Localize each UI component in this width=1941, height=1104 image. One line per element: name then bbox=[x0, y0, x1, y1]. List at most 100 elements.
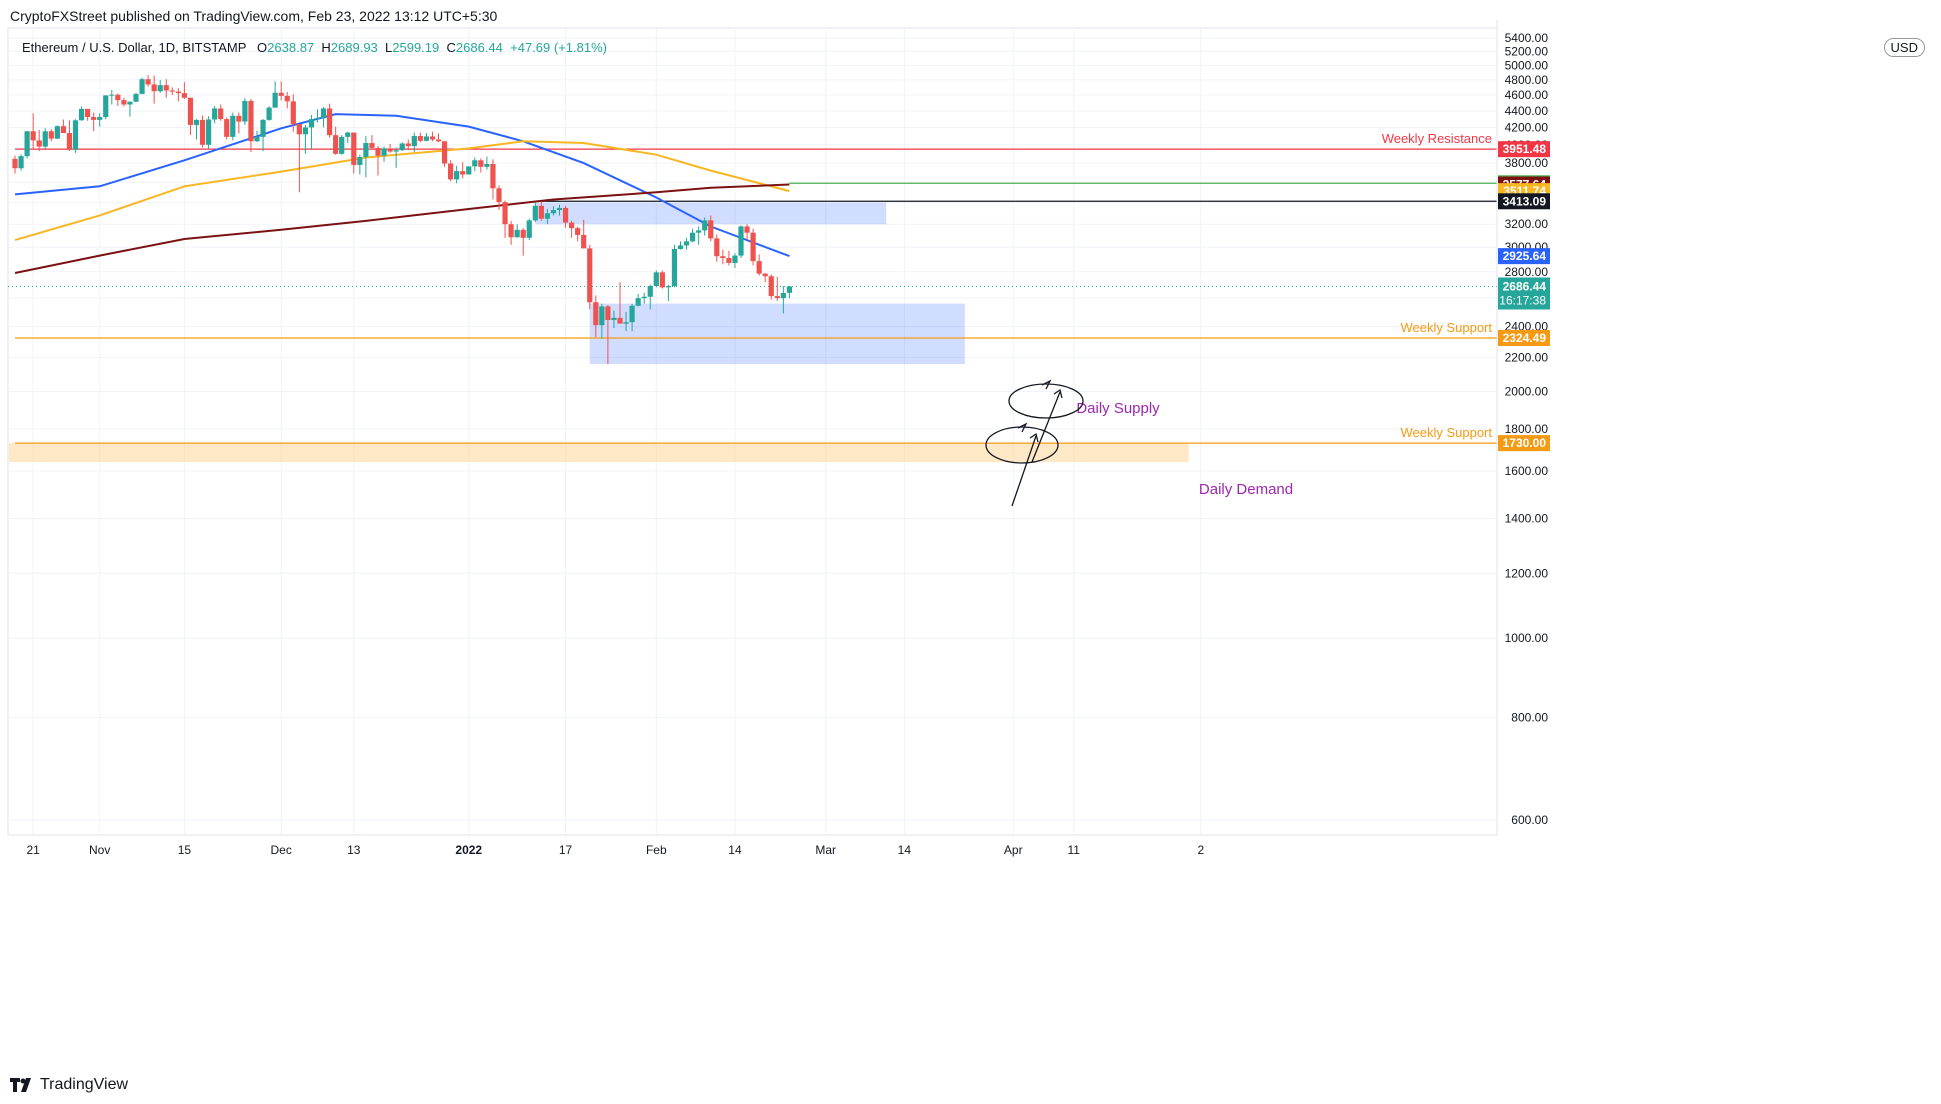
level-label-weekly_sup2: Weekly Support bbox=[1400, 425, 1492, 440]
price-badge-bg bbox=[1498, 435, 1550, 452]
candle bbox=[151, 75, 157, 104]
candle-body bbox=[302, 127, 308, 135]
candle bbox=[381, 146, 387, 162]
candle-body bbox=[36, 140, 42, 147]
projection-arrow-2 bbox=[1031, 391, 1061, 463]
candle bbox=[199, 115, 206, 148]
candle-body bbox=[48, 131, 54, 139]
candle bbox=[683, 237, 690, 250]
candle-body bbox=[514, 229, 520, 238]
candle-body bbox=[308, 119, 315, 128]
candle-body bbox=[139, 79, 145, 94]
price-badge-label: 2324.49 bbox=[1503, 331, 1547, 345]
y-tick-label: 600.00 bbox=[1511, 813, 1548, 827]
candle bbox=[399, 142, 405, 152]
candle-body bbox=[508, 224, 514, 238]
candle-body bbox=[726, 258, 732, 263]
candle bbox=[460, 162, 466, 179]
candle bbox=[333, 126, 339, 155]
y-tick-label: 5000.00 bbox=[1505, 58, 1549, 72]
target-ellipse-2 bbox=[1008, 383, 1084, 419]
candle-body bbox=[109, 94, 115, 96]
candle-body bbox=[375, 147, 381, 156]
candle bbox=[12, 155, 18, 174]
candle bbox=[508, 220, 514, 245]
candle bbox=[599, 303, 605, 339]
candle bbox=[85, 108, 91, 121]
projection-annotation bbox=[985, 379, 1084, 507]
legend-high-label: H bbox=[321, 40, 331, 55]
candle-body bbox=[532, 205, 538, 221]
candle-body bbox=[605, 306, 611, 321]
candle-body bbox=[181, 93, 187, 98]
candle bbox=[302, 124, 308, 154]
candle bbox=[496, 185, 502, 211]
candle bbox=[454, 165, 460, 184]
price-badge-bg bbox=[1498, 141, 1550, 158]
candle-body bbox=[484, 164, 490, 167]
x-tick-label: Feb bbox=[646, 843, 667, 857]
candle-body bbox=[690, 232, 696, 242]
candle-body bbox=[72, 120, 79, 150]
candle-body bbox=[744, 226, 750, 233]
candle bbox=[702, 217, 708, 236]
price-badge-bg bbox=[1498, 248, 1550, 265]
candle bbox=[54, 125, 60, 140]
candle-body bbox=[466, 166, 472, 175]
daily-demand-label: Daily Demand bbox=[1199, 481, 1293, 498]
currency-badge[interactable]: USD bbox=[1883, 38, 1925, 57]
candle bbox=[726, 250, 732, 266]
candle bbox=[375, 146, 381, 176]
candle-body bbox=[175, 91, 181, 94]
candle-body bbox=[423, 136, 429, 141]
candle bbox=[78, 106, 85, 121]
candle bbox=[478, 158, 484, 173]
candle-body bbox=[780, 292, 786, 299]
candle bbox=[363, 136, 369, 178]
plot-area bbox=[7, 27, 1498, 836]
candle bbox=[774, 276, 780, 301]
candle-body bbox=[290, 101, 296, 125]
candle-body bbox=[133, 93, 139, 102]
arrowhead-1 bbox=[1029, 432, 1039, 443]
candle bbox=[18, 154, 24, 171]
candle bbox=[181, 82, 187, 99]
candle bbox=[611, 310, 617, 329]
candle bbox=[550, 206, 557, 216]
candle-body bbox=[248, 100, 254, 142]
candle bbox=[708, 215, 714, 242]
weekly-support-zone bbox=[8, 443, 1189, 463]
candle bbox=[417, 132, 423, 143]
candle bbox=[109, 90, 115, 105]
candle bbox=[786, 286, 792, 299]
candle-body bbox=[454, 171, 460, 180]
footer-brand[interactable]: TradingView bbox=[10, 1076, 128, 1094]
candle-body bbox=[284, 95, 290, 102]
candle bbox=[242, 98, 248, 125]
legend-low-label: L bbox=[385, 40, 393, 55]
candle bbox=[744, 224, 750, 241]
candle-body bbox=[30, 131, 36, 141]
candle-body bbox=[333, 135, 339, 154]
x-tick-label: 21 bbox=[26, 843, 40, 857]
candle-body bbox=[774, 296, 780, 299]
level-label-weekly_res: Weekly Resistance bbox=[1382, 131, 1492, 146]
candle-body bbox=[320, 108, 327, 119]
candle-body bbox=[169, 90, 175, 92]
candle-body bbox=[659, 272, 665, 288]
candle-body bbox=[115, 94, 121, 101]
candle bbox=[587, 244, 593, 310]
tradingview-logo-icon bbox=[10, 1078, 31, 1092]
candle bbox=[581, 219, 587, 249]
candle bbox=[756, 254, 762, 276]
ma-maroon-line bbox=[14, 183, 790, 274]
candle bbox=[544, 208, 550, 225]
candle bbox=[677, 241, 684, 250]
y-tick-label: 4200.00 bbox=[1505, 120, 1549, 134]
candle bbox=[30, 113, 36, 150]
candle-body bbox=[339, 136, 345, 154]
candle-body bbox=[677, 245, 684, 249]
candle bbox=[641, 292, 647, 304]
y-tick-label: 1400.00 bbox=[1505, 511, 1549, 525]
